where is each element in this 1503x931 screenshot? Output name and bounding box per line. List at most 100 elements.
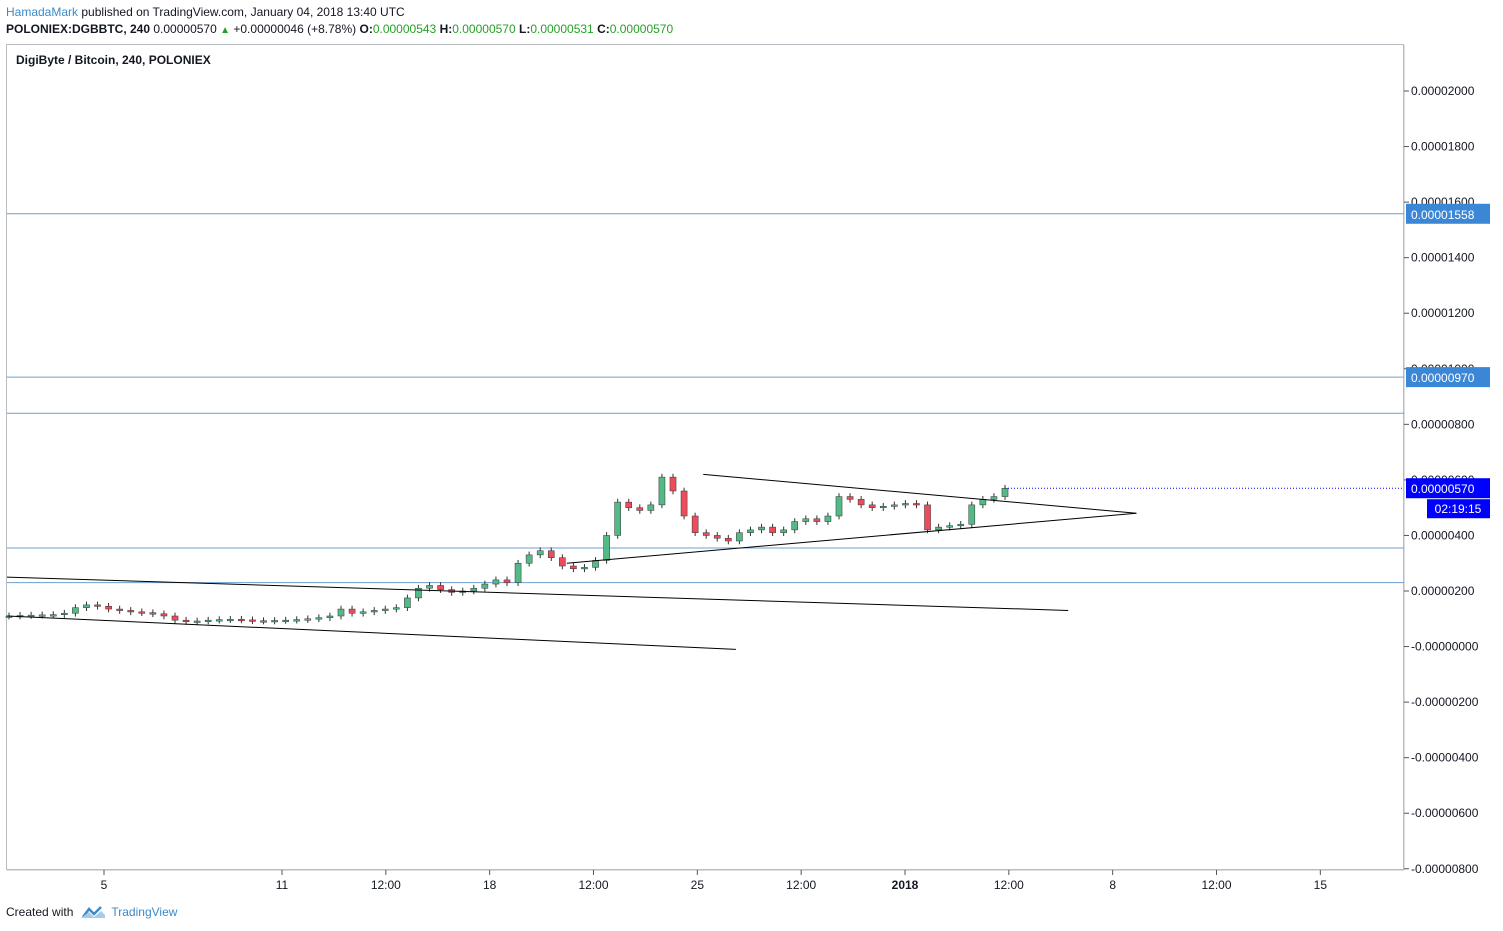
level-price-tag — [1406, 203, 1490, 224]
candle-body — [94, 604, 101, 607]
price-change: +0.00000046 (+8.78%) — [233, 22, 357, 36]
candle-body — [857, 499, 865, 506]
publish-line: HamadaMark published on TradingView.com,… — [6, 4, 1496, 21]
candle-body — [935, 526, 942, 531]
candle-body — [49, 614, 57, 617]
close-value: 0.00000570 — [609, 22, 674, 36]
x-tick-label: 12:00 — [371, 878, 401, 892]
candle-body — [780, 529, 787, 533]
candle-body — [990, 496, 998, 500]
tradingview-logo-icon[interactable] — [81, 905, 106, 919]
candle-body — [625, 501, 633, 508]
candle-body — [769, 526, 776, 533]
symbol-label: POLONIEX:DGBBTC, 240 — [6, 22, 151, 36]
high-label: H: — [439, 22, 453, 36]
last-price: 0.00000570 — [153, 22, 217, 36]
candle-body — [702, 532, 710, 536]
trendline — [6, 615, 736, 650]
x-tick-label: 5 — [101, 878, 108, 892]
candle-body — [658, 476, 666, 506]
candle-body — [215, 619, 223, 622]
candle-body — [138, 611, 146, 614]
ohlc-line: POLONIEX:DGBBTC, 240 0.00000570 ▲ +0.000… — [6, 21, 1496, 38]
candle-body — [536, 550, 544, 556]
open-value: 0.00000543 — [372, 22, 437, 36]
candle-body — [979, 499, 987, 506]
candle-body — [426, 585, 433, 589]
tradingview-link[interactable]: TradingView — [111, 905, 178, 919]
high-value: 0.00000570 — [452, 22, 516, 36]
x-tick-label: 8 — [1109, 878, 1116, 892]
y-tick-label: 0.00001200 — [1411, 306, 1475, 320]
candle-body — [846, 496, 854, 500]
candle-body — [835, 496, 843, 517]
x-tick-label: 2018 — [892, 878, 919, 892]
candle-body — [304, 618, 312, 621]
candle-body — [359, 611, 367, 614]
candle-body — [736, 532, 743, 542]
candle-body — [260, 620, 267, 623]
candle-body — [636, 507, 644, 511]
author-link[interactable]: HamadaMark — [6, 5, 79, 19]
created-with-text: Created with — [6, 905, 74, 919]
candle-body — [337, 608, 345, 617]
candle-body — [802, 518, 810, 522]
y-tick-label: -0.00000200 — [1411, 695, 1479, 709]
candle-body — [105, 606, 112, 610]
y-tick-label: 0.00000800 — [1411, 417, 1475, 431]
candle-body — [182, 619, 190, 622]
y-tick-label: -0.00000000 — [1411, 640, 1479, 654]
x-tick-label: 11 — [276, 878, 289, 892]
candle-body — [879, 506, 887, 509]
y-tick-label: 0.00000200 — [1411, 584, 1475, 598]
x-tick-label: 12:00 — [1201, 878, 1231, 892]
chart-title: DigiByte / Bitcoin, 240, POLONIEX — [16, 53, 211, 67]
y-tick-label: -0.00000600 — [1411, 806, 1479, 820]
candle-body — [713, 535, 721, 539]
low-value: 0.00000531 — [530, 22, 594, 36]
candle-body — [570, 565, 577, 570]
candle-body — [348, 608, 356, 614]
candle-body — [592, 560, 599, 568]
candle-body — [116, 608, 123, 611]
candle-body — [680, 490, 688, 517]
candle-body — [72, 607, 79, 614]
candle-body — [547, 550, 555, 558]
trendline — [6, 576, 1069, 611]
candle-body — [791, 521, 799, 531]
up-arrow-icon: ▲ — [220, 25, 231, 36]
y-tick-label: -0.00000800 — [1411, 862, 1479, 876]
candle-body — [891, 504, 898, 507]
x-tick-label: 12:00 — [578, 878, 608, 892]
candle-body — [470, 587, 478, 592]
published-text: published on TradingView.com, January 04… — [81, 5, 405, 19]
candle-body — [758, 526, 765, 531]
candle-body — [957, 524, 965, 527]
candle-body — [813, 518, 821, 522]
candle-body — [381, 608, 389, 611]
close-label: C: — [597, 22, 610, 36]
candle-body — [725, 537, 732, 542]
candle-body — [249, 619, 256, 622]
candle-body — [27, 614, 35, 617]
open-label: O: — [359, 22, 373, 36]
y-tick-label: 0.00000400 — [1411, 528, 1475, 542]
y-tick-label: 0.00002000 — [1411, 84, 1475, 98]
candle-body — [38, 614, 46, 617]
candle-body — [603, 535, 610, 561]
candle-body — [559, 557, 566, 567]
candle-body — [326, 615, 334, 618]
candle-body — [315, 617, 323, 620]
y-tick-label: -0.00000400 — [1411, 751, 1479, 765]
x-tick-label: 18 — [483, 878, 497, 892]
candle-body — [204, 619, 212, 622]
candle-body — [227, 619, 234, 622]
trendline — [703, 473, 1137, 514]
candle-body — [868, 504, 876, 508]
candle-body — [691, 515, 699, 533]
x-tick-label: 12:00 — [994, 878, 1024, 892]
candle-body — [404, 597, 411, 608]
candle-body — [581, 567, 588, 570]
candle-body — [968, 504, 976, 525]
